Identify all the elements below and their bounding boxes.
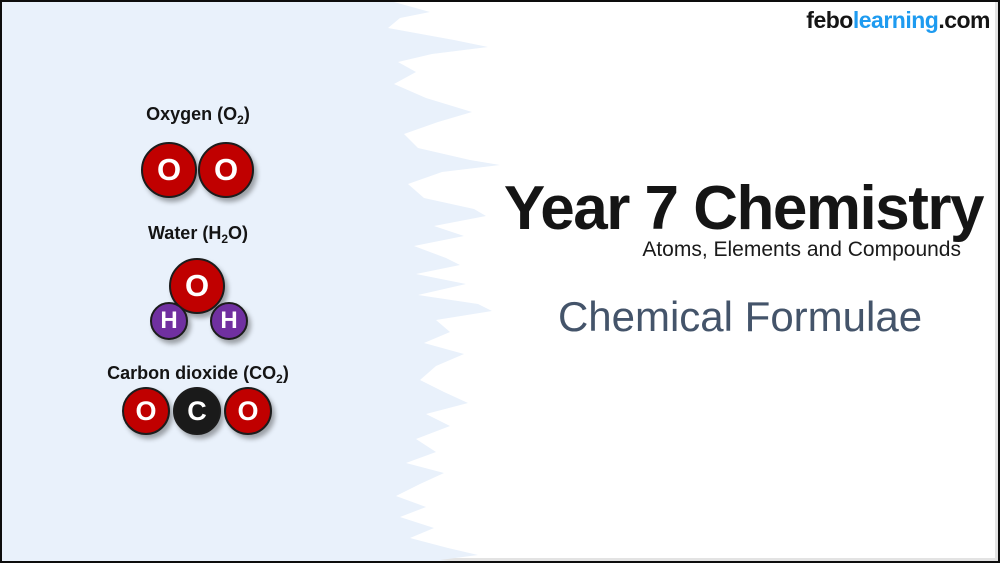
water-label: Water (H2O)	[2, 223, 394, 246]
water-hydrogen-1-symbol: H	[160, 307, 178, 334]
oxygen-atom-1: O	[141, 142, 197, 198]
torn-paper-shape	[2, 2, 500, 561]
oxygen-label: Oxygen (O2)	[2, 104, 394, 127]
oxygen-atom-2: O	[198, 142, 254, 198]
water-hydrogen-atom-1: H	[150, 302, 188, 340]
page-subtitle: Atoms, Elements and Compounds	[642, 238, 961, 261]
oxygen-label-subscript: 2	[237, 113, 244, 127]
water-oxygen-symbol: O	[184, 268, 210, 303]
logo-prefix: febo	[806, 7, 853, 33]
site-logo[interactable]: febolearning.com	[806, 7, 990, 34]
carbon-dioxide-label-close: )	[282, 363, 289, 383]
co2-oxygen-2-symbol: O	[237, 395, 259, 426]
water-hydrogen-2-symbol: H	[220, 307, 238, 334]
carbon-dioxide-label: Carbon dioxide (CO2)	[2, 363, 394, 386]
logo-suffix: .com	[938, 7, 990, 33]
co2-oxygen-1-symbol: O	[135, 395, 157, 426]
co2-carbon-atom: C	[173, 387, 221, 435]
co2-oxygen-atom-2: O	[224, 387, 272, 435]
carbon-dioxide-label-subscript: 2	[276, 372, 283, 386]
oxygen-atom-2-symbol: O	[213, 152, 239, 187]
water-label-close: O)	[228, 223, 249, 243]
logo-highlight: learning	[852, 7, 939, 33]
water-hydrogen-atom-2: H	[210, 302, 248, 340]
page-title: Year 7 Chemistry	[503, 174, 985, 243]
lesson-title: Chemical Formulae	[557, 293, 923, 340]
torn-paper-background	[2, 2, 500, 561]
carbon-dioxide-label-text: Carbon dioxide (CO	[107, 363, 277, 383]
co2-oxygen-atom-1: O	[122, 387, 170, 435]
oxygen-label-text: Oxygen (O	[146, 104, 238, 124]
water-label-subscript: 2	[221, 232, 229, 246]
oxygen-atom-1-symbol: O	[156, 152, 182, 187]
water-label-text: Water (H	[147, 223, 222, 243]
co2-carbon-symbol: C	[187, 395, 207, 426]
oxygen-label-close: )	[243, 104, 250, 124]
